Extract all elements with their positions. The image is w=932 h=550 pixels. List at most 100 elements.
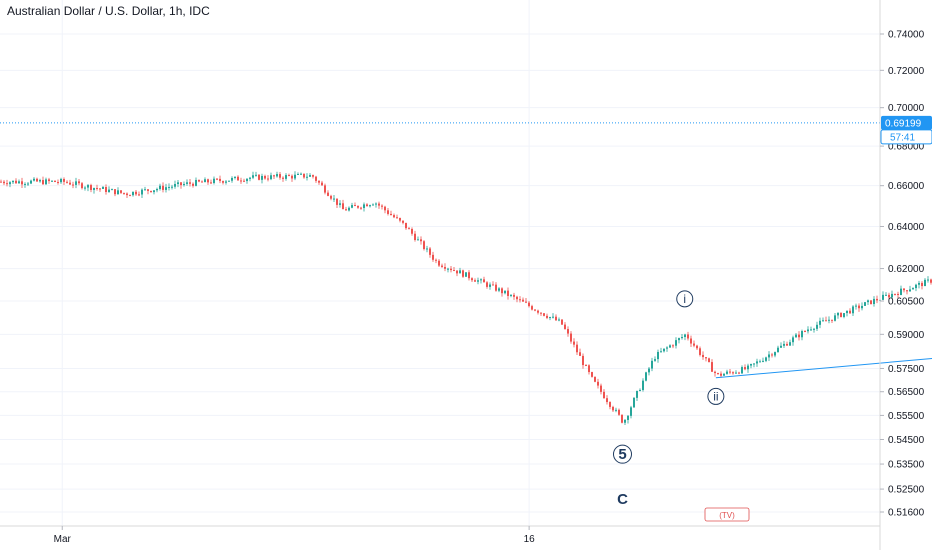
candle-body xyxy=(120,190,122,193)
candle-body xyxy=(930,279,932,283)
candle-body xyxy=(561,319,563,325)
candle-body xyxy=(126,193,128,196)
candle-body xyxy=(195,179,197,186)
candle-body xyxy=(216,178,218,180)
candle-body xyxy=(261,175,263,180)
y-tick-label: 0.64000 xyxy=(888,222,925,233)
candle-body xyxy=(396,217,398,219)
candle-body xyxy=(489,284,491,287)
candle-body xyxy=(795,334,797,338)
candle-body xyxy=(144,189,146,191)
candle-body xyxy=(465,272,467,277)
countdown-value: 57:41 xyxy=(890,132,915,143)
candle-body xyxy=(681,337,683,339)
candle-body xyxy=(642,380,644,390)
candle-body xyxy=(834,315,836,321)
candle-body xyxy=(609,402,611,407)
candle-body xyxy=(471,278,473,281)
candle-body xyxy=(78,181,80,184)
candle-body xyxy=(873,298,875,305)
candle-body xyxy=(765,357,767,361)
chart-title: Australian Dollar / U.S. Dollar, 1h, IDC xyxy=(7,4,210,18)
candle-body xyxy=(555,316,557,321)
candle-body xyxy=(906,290,908,292)
candle-body xyxy=(915,284,917,289)
candle-body xyxy=(165,187,167,190)
candle-body xyxy=(45,179,47,185)
candle-body xyxy=(846,310,848,314)
candle-body xyxy=(447,268,449,270)
candle-body xyxy=(531,306,533,310)
candle-body xyxy=(543,313,545,316)
candle-body xyxy=(36,178,38,182)
candle-body xyxy=(480,279,482,281)
candle-body xyxy=(861,305,863,309)
candle-body xyxy=(291,175,293,179)
candle-body xyxy=(903,288,905,291)
candle-body xyxy=(474,280,476,282)
candle-body xyxy=(855,305,857,307)
candle-body xyxy=(135,191,137,195)
candle-body xyxy=(597,381,599,386)
y-tick-label: 0.57500 xyxy=(888,364,925,375)
candle-body xyxy=(567,329,569,334)
candle-body xyxy=(459,270,461,274)
candle-body xyxy=(813,328,815,330)
candle-body xyxy=(552,316,554,318)
candle-body xyxy=(24,183,26,185)
candle-body xyxy=(234,176,236,178)
candle-body xyxy=(402,220,404,223)
candle-body xyxy=(204,179,206,183)
candle-body xyxy=(330,195,332,199)
candle-body xyxy=(693,343,695,346)
candle-body xyxy=(585,365,587,367)
candle-body xyxy=(444,266,446,269)
price-axis[interactable]: 0.74000 0.72000 0.70000 0.68000 0.66000 0.640… xyxy=(880,30,925,519)
candle-body xyxy=(117,190,119,195)
candle-body xyxy=(30,180,32,184)
candle-body xyxy=(912,288,914,290)
candle-body xyxy=(657,351,659,360)
candle-body xyxy=(429,248,431,255)
candle-body xyxy=(783,343,785,346)
candle-body xyxy=(186,182,188,184)
candle-body xyxy=(411,228,413,234)
current-price-badge: 0.69199 57:41 xyxy=(880,115,932,145)
candle-body xyxy=(816,324,818,329)
candle-body xyxy=(51,180,53,182)
watermark-logo: (TV) xyxy=(704,507,750,522)
candle-body xyxy=(348,207,350,211)
candle-body xyxy=(9,182,11,185)
time-axis[interactable]: Mar16Apr1322May18Jun15 xyxy=(54,526,932,545)
candle-body xyxy=(81,183,83,189)
candle-body xyxy=(714,371,716,374)
candle-body xyxy=(6,183,8,185)
candle-body xyxy=(48,179,50,182)
candle-body xyxy=(684,334,686,338)
candle-body xyxy=(360,207,362,209)
candle-body xyxy=(318,180,320,183)
candle-body xyxy=(882,294,884,300)
candle-body xyxy=(183,183,185,186)
candle-body xyxy=(927,279,929,281)
candle-body xyxy=(924,279,926,287)
y-tick-label: 0.51600 xyxy=(888,508,925,519)
candle-body xyxy=(738,372,740,374)
candle-body xyxy=(822,320,824,322)
candle-body xyxy=(504,290,506,294)
candle-body xyxy=(147,189,149,191)
candle-body xyxy=(510,294,512,296)
candle-body xyxy=(705,357,707,359)
candle-body xyxy=(864,302,866,306)
candle-body xyxy=(180,182,182,186)
candle-body xyxy=(96,187,98,189)
wave-label-circle xyxy=(707,387,725,405)
candle-body xyxy=(708,358,710,363)
wave-label: i xyxy=(676,290,694,308)
candle-body xyxy=(255,174,257,176)
candle-body xyxy=(753,363,755,365)
candle-body xyxy=(399,217,401,221)
candle-body xyxy=(660,351,662,353)
candle-body xyxy=(603,391,605,399)
